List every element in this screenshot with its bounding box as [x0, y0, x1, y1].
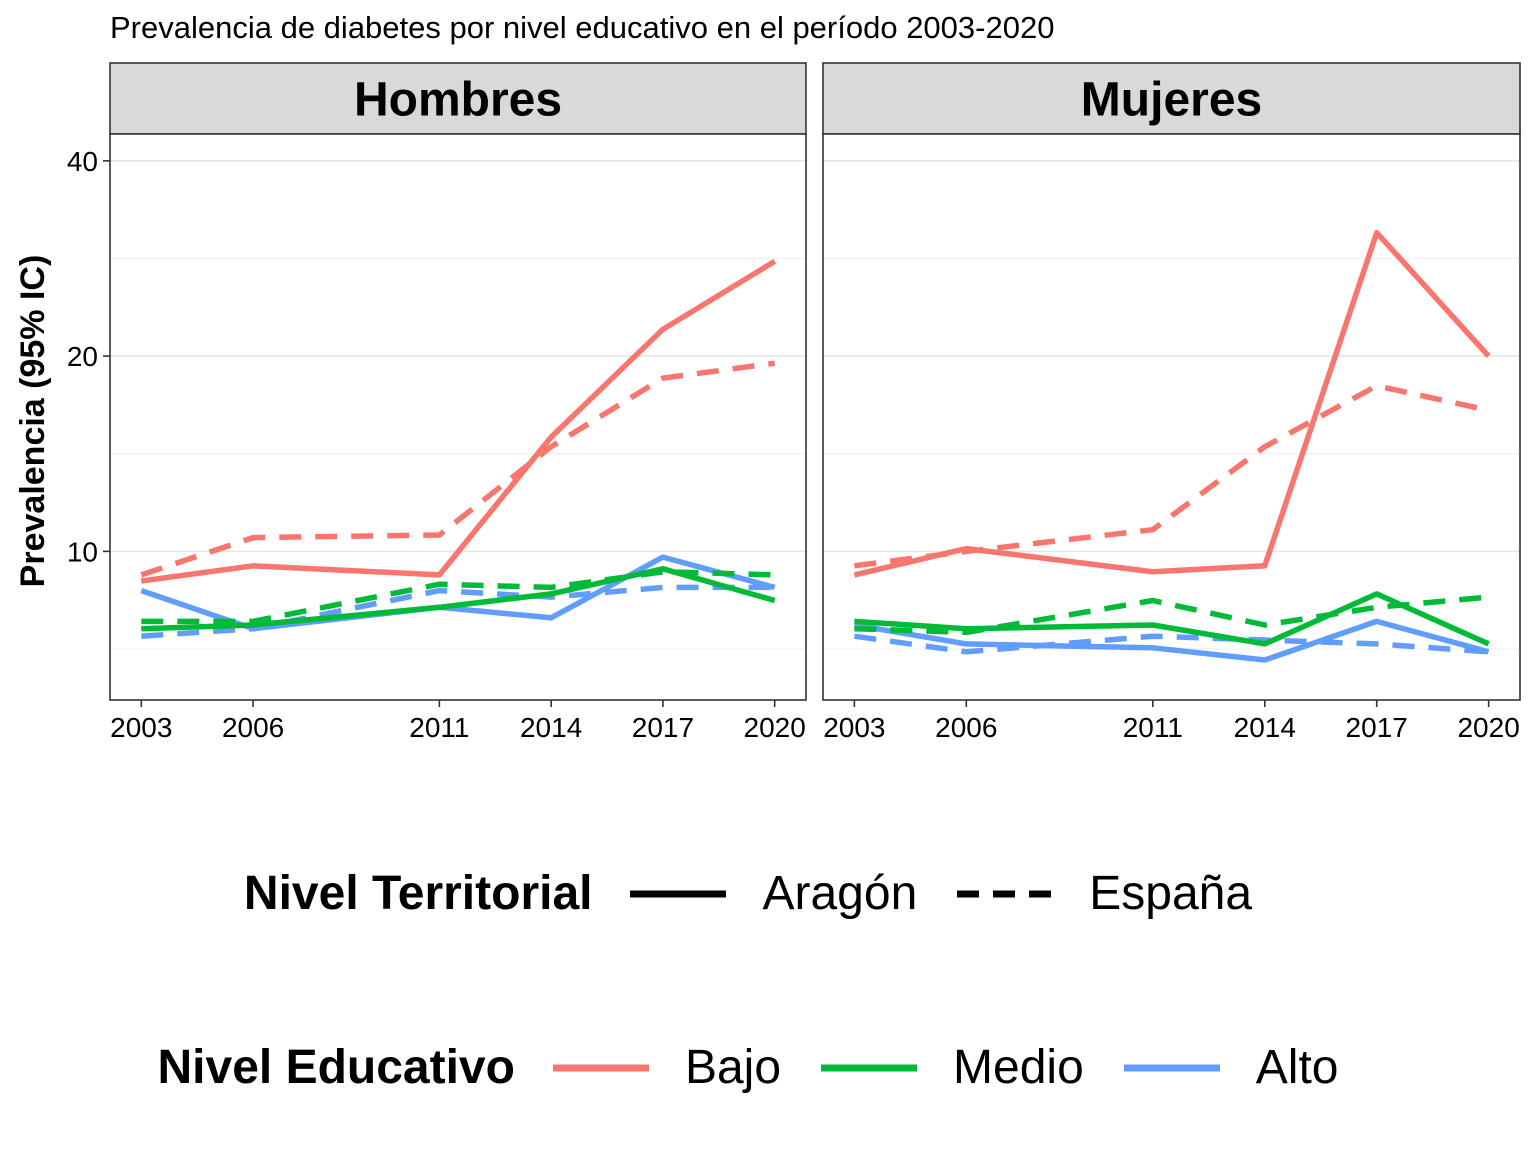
series-line-mujeres-medio-aragon: [854, 591, 1490, 647]
legend-item-alto: Alto: [1123, 1040, 1339, 1095]
x-tick-label-mujeres-2006: 2006: [935, 712, 997, 743]
legend-key-bajo: [552, 1064, 649, 1071]
strip-label-mujeres: Mujeres: [1081, 74, 1262, 127]
legend-educativo-title: Nivel Educativo: [157, 1041, 515, 1094]
legend-key-medio: [821, 1064, 918, 1071]
legend-item-aragon: Aragón: [630, 866, 917, 921]
legend-item-espana: España: [957, 866, 1252, 921]
series-line-mujeres-bajo-espana: [854, 383, 1490, 569]
x-tick-label-hombres-2020: 2020: [744, 712, 806, 743]
series-line-hombres-medio-espana: [141, 569, 775, 625]
legend-key-solid: [630, 890, 727, 897]
series-line-mujeres-medio-espana: [854, 594, 1489, 636]
legend-label-medio: Medio: [953, 1041, 1084, 1094]
y-tick-label-40: 40: [67, 146, 98, 177]
panel-border-hombres: [109, 133, 807, 701]
x-tick-label-hombres-2014: 2014: [520, 712, 582, 743]
x-tick-label-mujeres-2020: 2020: [1457, 712, 1519, 743]
x-tick-label-hombres-2011: 2011: [409, 712, 469, 743]
panel-mujeres: Mujeres 2003 2006 2011 2014 2017 2020: [822, 62, 1521, 743]
series-line-mujeres-bajo-aragon: [853, 229, 1491, 578]
series-line-mujeres-alto-espana: [854, 633, 1489, 655]
x-tick-label-hombres-2003: 2003: [110, 712, 172, 743]
x-tick-label-hombres-2017: 2017: [632, 712, 694, 743]
legend-key-dashed: [957, 890, 1054, 897]
legend-item-bajo: Bajo: [552, 1040, 782, 1095]
series-line-hombres-bajo-espana: [140, 360, 776, 578]
chart-title: Prevalencia de diabetes por nivel educat…: [110, 10, 1055, 45]
x-tick-label-mujeres-2003: 2003: [823, 712, 885, 743]
legend-territorial: Nivel Territorial Aragón España: [0, 866, 1536, 921]
series-line-mujeres-alto-aragon: [853, 618, 1490, 663]
series-line-hombres-alto-espana: [141, 584, 775, 639]
panel-border-mujeres: [822, 133, 1521, 701]
legend-label-alto: Alto: [1255, 1041, 1339, 1094]
legend-key-alto: [1123, 1064, 1220, 1071]
y-tick-label-20: 20: [67, 341, 98, 372]
legend-item-medio: Medio: [821, 1040, 1084, 1095]
panel-hombres: Hombres 10 20 40 2003 2006 2011 2014 2017 2020: [67, 62, 807, 743]
legend-label-bajo: Bajo: [684, 1041, 782, 1094]
y-axis-label: Prevalencia (95% IC): [14, 255, 52, 588]
x-tick-label-mujeres-2017: 2017: [1346, 712, 1408, 743]
x-tick-label-hombres-2006: 2006: [222, 712, 284, 743]
strip-hombres: [109, 62, 807, 135]
legend-label-aragon: Aragón: [762, 867, 918, 920]
strip-label-hombres: Hombres: [354, 74, 562, 127]
legend-territorial-title: Nivel Territorial: [243, 867, 593, 920]
y-tick-label-10: 10: [67, 536, 98, 567]
series-line-hombres-bajo-aragon: [140, 258, 777, 584]
legend-educativo: Nivel Educativo Bajo Medio Alto: [0, 1040, 1536, 1095]
x-tick-label-mujeres-2014: 2014: [1234, 712, 1296, 743]
x-tick-label-mujeres-2011: 2011: [1123, 712, 1183, 743]
plot-area-mujeres: [823, 134, 1520, 700]
legend-label-espana: España: [1089, 867, 1253, 920]
strip-mujeres: [822, 62, 1521, 135]
